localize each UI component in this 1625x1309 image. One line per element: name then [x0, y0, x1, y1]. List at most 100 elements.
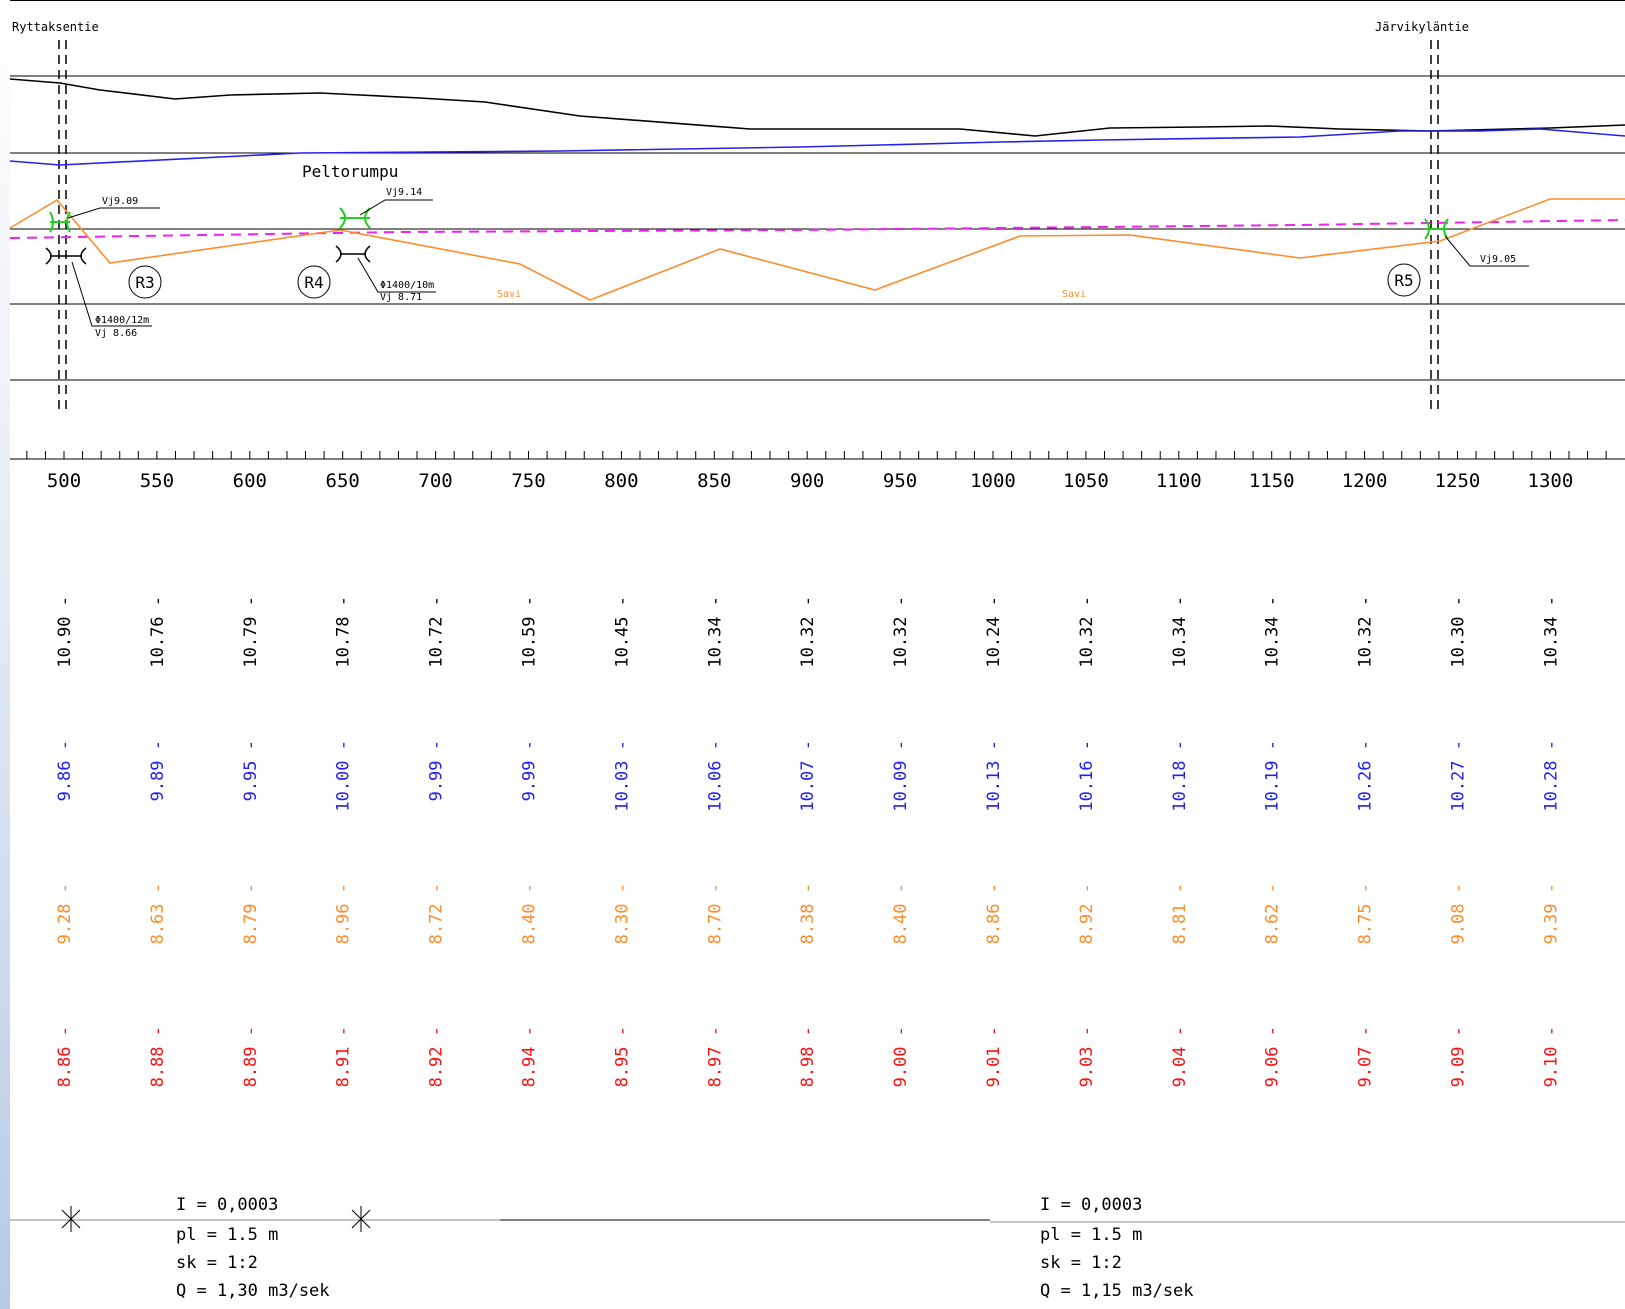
vj914-label: Vj9.14	[386, 187, 422, 198]
elevation-label-water: 10.27 -	[1449, 740, 1469, 812]
culvert-mark-r3	[49, 211, 71, 233]
design-note-2-flow: Q = 1,15 m3/sek	[1040, 1281, 1194, 1301]
design-note-2-bank: sk = 1:2	[1040, 1253, 1122, 1273]
elevation-label-ground: 10.45 -	[612, 596, 632, 668]
ground-profile-line	[9, 78, 1625, 137]
station-labels: 500 550 600 650 700 750 800 850 900 950 1000 1050 11…	[47, 470, 1573, 492]
leader-culvert-r4	[357, 257, 436, 293]
design-note-2: I = 0,0003 pl = 1.5 m sk = 1:2 Q = 1,15 …	[1040, 1195, 1194, 1301]
culvert-id-circles	[128, 263, 1421, 299]
station-label: 1050	[1063, 470, 1109, 492]
elevation-label-water: 10.00 -	[334, 740, 354, 812]
elevation-label-ground: 10.32 -	[891, 596, 911, 668]
station-label: 500	[47, 470, 81, 492]
r5-label: R5	[1394, 271, 1413, 290]
elevation-label-water: 10.07 -	[798, 740, 818, 812]
elevation-label-design: 8.98 -	[798, 1026, 818, 1087]
elevation-label-design: 8.97 -	[705, 1026, 725, 1087]
elevation-label-water: 9.99 -	[427, 740, 447, 801]
elevation-label-bottom: 8.75 -	[1356, 883, 1376, 944]
elevation-label-bottom: 8.92 -	[1077, 883, 1097, 944]
elevation-label-ground: 10.32 -	[1356, 596, 1376, 668]
culvert-symbols-black	[45, 245, 371, 265]
station-label: 1000	[970, 470, 1016, 492]
savi-label-1: Savi	[497, 289, 521, 300]
elevation-label-ground: 10.34 -	[1170, 596, 1190, 668]
station-label: 600	[233, 470, 267, 492]
elevation-label-water: 9.99 -	[520, 740, 540, 801]
station-label: 550	[140, 470, 174, 492]
station-label: 800	[604, 470, 638, 492]
station-label: 950	[883, 470, 917, 492]
water-profile-line	[9, 128, 1625, 166]
station-label: 1250	[1435, 470, 1481, 492]
design-note-2-width: pl = 1.5 m	[1040, 1225, 1142, 1245]
vj905-label: Vj9.05	[1480, 254, 1516, 265]
road-label-left: Ryttaksentie	[12, 20, 99, 34]
r3-circle	[128, 265, 162, 299]
left-edge-strip	[0, 0, 10, 1309]
elevation-label-ground: 10.34 -	[705, 596, 725, 668]
elevation-label-bottom: 8.62 -	[1263, 883, 1283, 944]
station-label: 900	[790, 470, 824, 492]
station-label: 750	[511, 470, 545, 492]
elevation-label-bottom: 8.40 -	[891, 883, 911, 944]
elevation-label-design: 9.01 -	[984, 1026, 1004, 1087]
elevation-label-ground: 10.90 -	[55, 596, 75, 668]
design-note-1: I = 0,0003 pl = 1.5 m sk = 1:2 Q = 1,30 …	[176, 1195, 330, 1301]
elevation-label-bottom: 9.28 -	[55, 883, 75, 944]
elevation-label-bottom: 8.96 -	[334, 883, 354, 944]
elevation-label-design: 9.06 -	[1263, 1026, 1283, 1087]
design-note-1-bank: sk = 1:2	[176, 1253, 258, 1273]
elevation-label-ground: 10.78 -	[334, 596, 354, 668]
vj909-label: Vj9.09	[102, 196, 138, 207]
elevation-label-ground: 10.32 -	[1077, 596, 1097, 668]
road-label-right: Järvikyläntie	[1375, 20, 1469, 34]
elevation-label-ground: 10.34 -	[1541, 596, 1561, 668]
elevation-label-bottom: 8.40 -	[520, 883, 540, 944]
elevation-label-bottom: 8.86 -	[984, 883, 1004, 944]
culvert-r4-vj: Vj 8.71	[380, 292, 422, 303]
elevation-label-ground: 10.24 -	[984, 596, 1004, 668]
elevation-label-bottom: 8.72 -	[427, 883, 447, 944]
peltorumpu-label: Peltorumpu	[302, 162, 398, 181]
elevation-label-ground: 10.76 -	[148, 596, 168, 668]
station-ticks	[26, 451, 1607, 459]
elevation-label-water: 9.95 -	[241, 740, 261, 801]
culvert-mark-r5	[1424, 218, 1449, 240]
elevation-label-design: 8.94 -	[520, 1026, 540, 1087]
dashed-design-line	[9, 219, 1625, 239]
station-label: 650	[326, 470, 360, 492]
elevation-label-design: 8.92 -	[427, 1026, 447, 1087]
design-note-2-slope: I = 0,0003	[1040, 1195, 1142, 1215]
elevation-label-water: 10.18 -	[1170, 740, 1190, 812]
culvert-mark-r4	[339, 207, 371, 229]
elevation-label-water: 10.13 -	[984, 740, 1004, 812]
r4-circle	[297, 265, 331, 299]
leader-vj909	[67, 207, 160, 219]
elevation-label-ground: 10.34 -	[1263, 596, 1283, 668]
elevation-label-design: 9.03 -	[1077, 1026, 1097, 1087]
elevation-label-design: 9.07 -	[1356, 1026, 1376, 1087]
elevation-label-ground: 10.79 -	[241, 596, 261, 668]
bottom-profile-line	[9, 198, 1625, 301]
elevation-label-design: 9.10 -	[1541, 1026, 1561, 1087]
leader-vj914	[359, 199, 433, 216]
elevation-label-water: 10.16 -	[1077, 740, 1097, 812]
station-label: 700	[418, 470, 452, 492]
savi-label-2: Savi	[1062, 289, 1086, 300]
elevation-label-bottom: 8.30 -	[612, 883, 632, 944]
culvert-marks	[49, 207, 1449, 240]
elevation-label-ground: 10.32 -	[798, 596, 818, 668]
elevation-label-ground: 10.30 -	[1449, 596, 1469, 668]
elevation-label-bottom: 9.08 -	[1449, 883, 1469, 944]
elevation-label-design: 8.95 -	[612, 1026, 632, 1087]
elevation-label-ground: 10.59 -	[520, 596, 540, 668]
elevation-label-water: 10.03 -	[612, 740, 632, 812]
leader-culvert-r3	[71, 261, 152, 327]
elevation-label-rows: 10.90 - 10.76 - 10.79 - 10.78 - 10.72 - 10.59…	[55, 596, 1561, 1087]
segment-marker-2	[351, 1206, 371, 1232]
r3-label: R3	[135, 273, 154, 292]
station-label: 1300	[1528, 470, 1574, 492]
elevation-label-design: 8.86 -	[55, 1026, 75, 1087]
